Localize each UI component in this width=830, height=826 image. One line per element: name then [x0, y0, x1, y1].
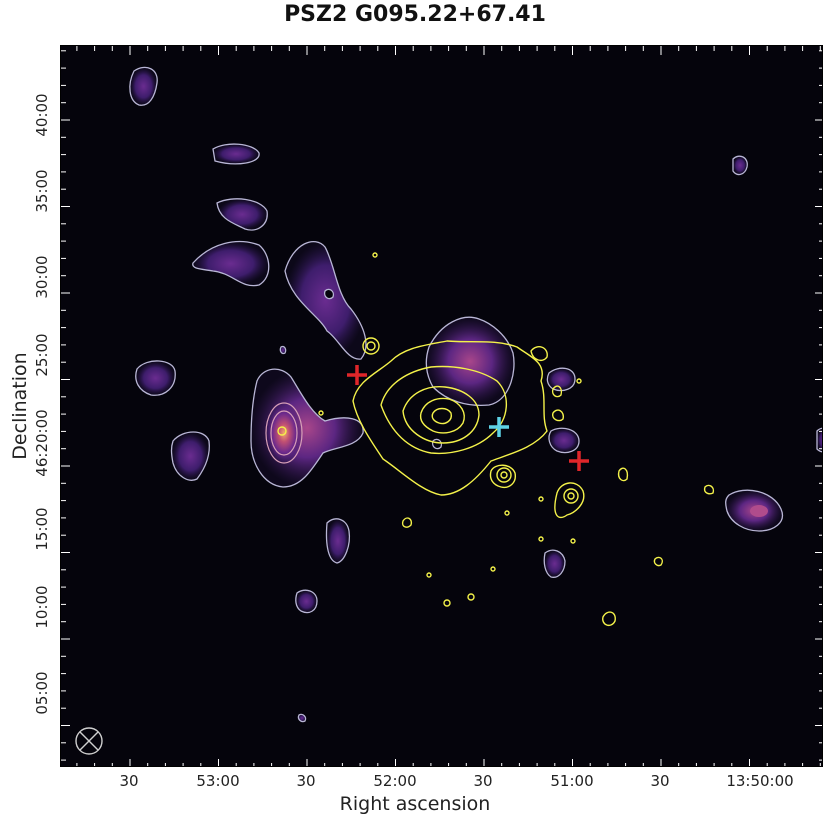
beam-icon	[75, 727, 103, 755]
radio-blob	[732, 155, 748, 176]
red-cross-markers	[347, 365, 589, 471]
axis-ticks	[61, 46, 822, 766]
radio-blob	[543, 549, 566, 578]
radio-blob	[284, 241, 367, 360]
radio-blob	[279, 345, 287, 355]
x-axis-title: Right ascension	[339, 793, 491, 815]
radio-blob	[295, 589, 318, 614]
radio-blob	[216, 198, 268, 231]
xray-contour	[402, 386, 480, 444]
y-axis-title: Declination	[9, 352, 31, 460]
radio-blob	[546, 367, 576, 392]
radio-blob	[325, 518, 351, 564]
y-tick-label: 25:00	[33, 333, 51, 377]
cyan-cross-marker	[489, 417, 509, 437]
radio-blob	[135, 360, 176, 396]
y-tick-label: 35:00	[33, 169, 51, 213]
y-tick-label: 15:00	[33, 507, 51, 551]
xray-contour	[554, 482, 585, 519]
x-tick-label: 13:50:00	[726, 772, 794, 790]
radio-blob	[297, 713, 307, 723]
xray-contour	[352, 340, 548, 496]
xray-contour	[431, 407, 453, 425]
xray-contour	[617, 467, 629, 482]
xray-contour	[419, 397, 465, 434]
radio-blob	[192, 241, 270, 287]
x-tick-label: 30	[473, 772, 493, 790]
x-tick-label: 30	[119, 772, 139, 790]
xray-contour	[703, 484, 715, 495]
xray-contour	[489, 464, 516, 489]
y-tick-label: 10:00	[33, 585, 51, 629]
xray-contour	[380, 365, 508, 455]
xray-contour	[530, 346, 548, 362]
xray-contour	[401, 517, 413, 528]
red-cross-marker	[347, 365, 367, 385]
x-tick-label: 51:00	[550, 772, 594, 790]
xray-contours	[277, 252, 715, 627]
red-cross-marker	[569, 451, 589, 471]
x-tick-label: 30	[650, 772, 670, 790]
x-tick-label: 30	[296, 772, 316, 790]
radio-blob	[129, 66, 158, 106]
radio-emission	[129, 66, 822, 723]
x-tick-label: 53:00	[196, 772, 240, 790]
radio-blob	[212, 143, 260, 165]
sky-map	[61, 46, 822, 766]
xray-contour	[551, 385, 563, 398]
radio-blob	[170, 431, 210, 481]
xray-contour	[602, 611, 616, 627]
y-tick-label: 40:00	[33, 93, 51, 137]
xray-contour	[653, 556, 664, 567]
xray-contour	[551, 409, 565, 422]
y-tick-label: 30:00	[33, 255, 51, 299]
sky-image	[60, 45, 823, 767]
y-tick-label: 05:00	[33, 671, 51, 715]
y-tick-label: 46:20:00	[33, 409, 51, 477]
radio-blob	[431, 438, 443, 450]
radio-blob	[425, 316, 515, 407]
x-tick-label: 52:00	[373, 772, 417, 790]
radio-blob	[548, 427, 580, 454]
radio-core	[265, 402, 768, 517]
figure-title: PSZ2 G095.22+67.41	[284, 2, 546, 27]
radio-blob	[816, 427, 822, 453]
radio-blob	[323, 288, 335, 300]
